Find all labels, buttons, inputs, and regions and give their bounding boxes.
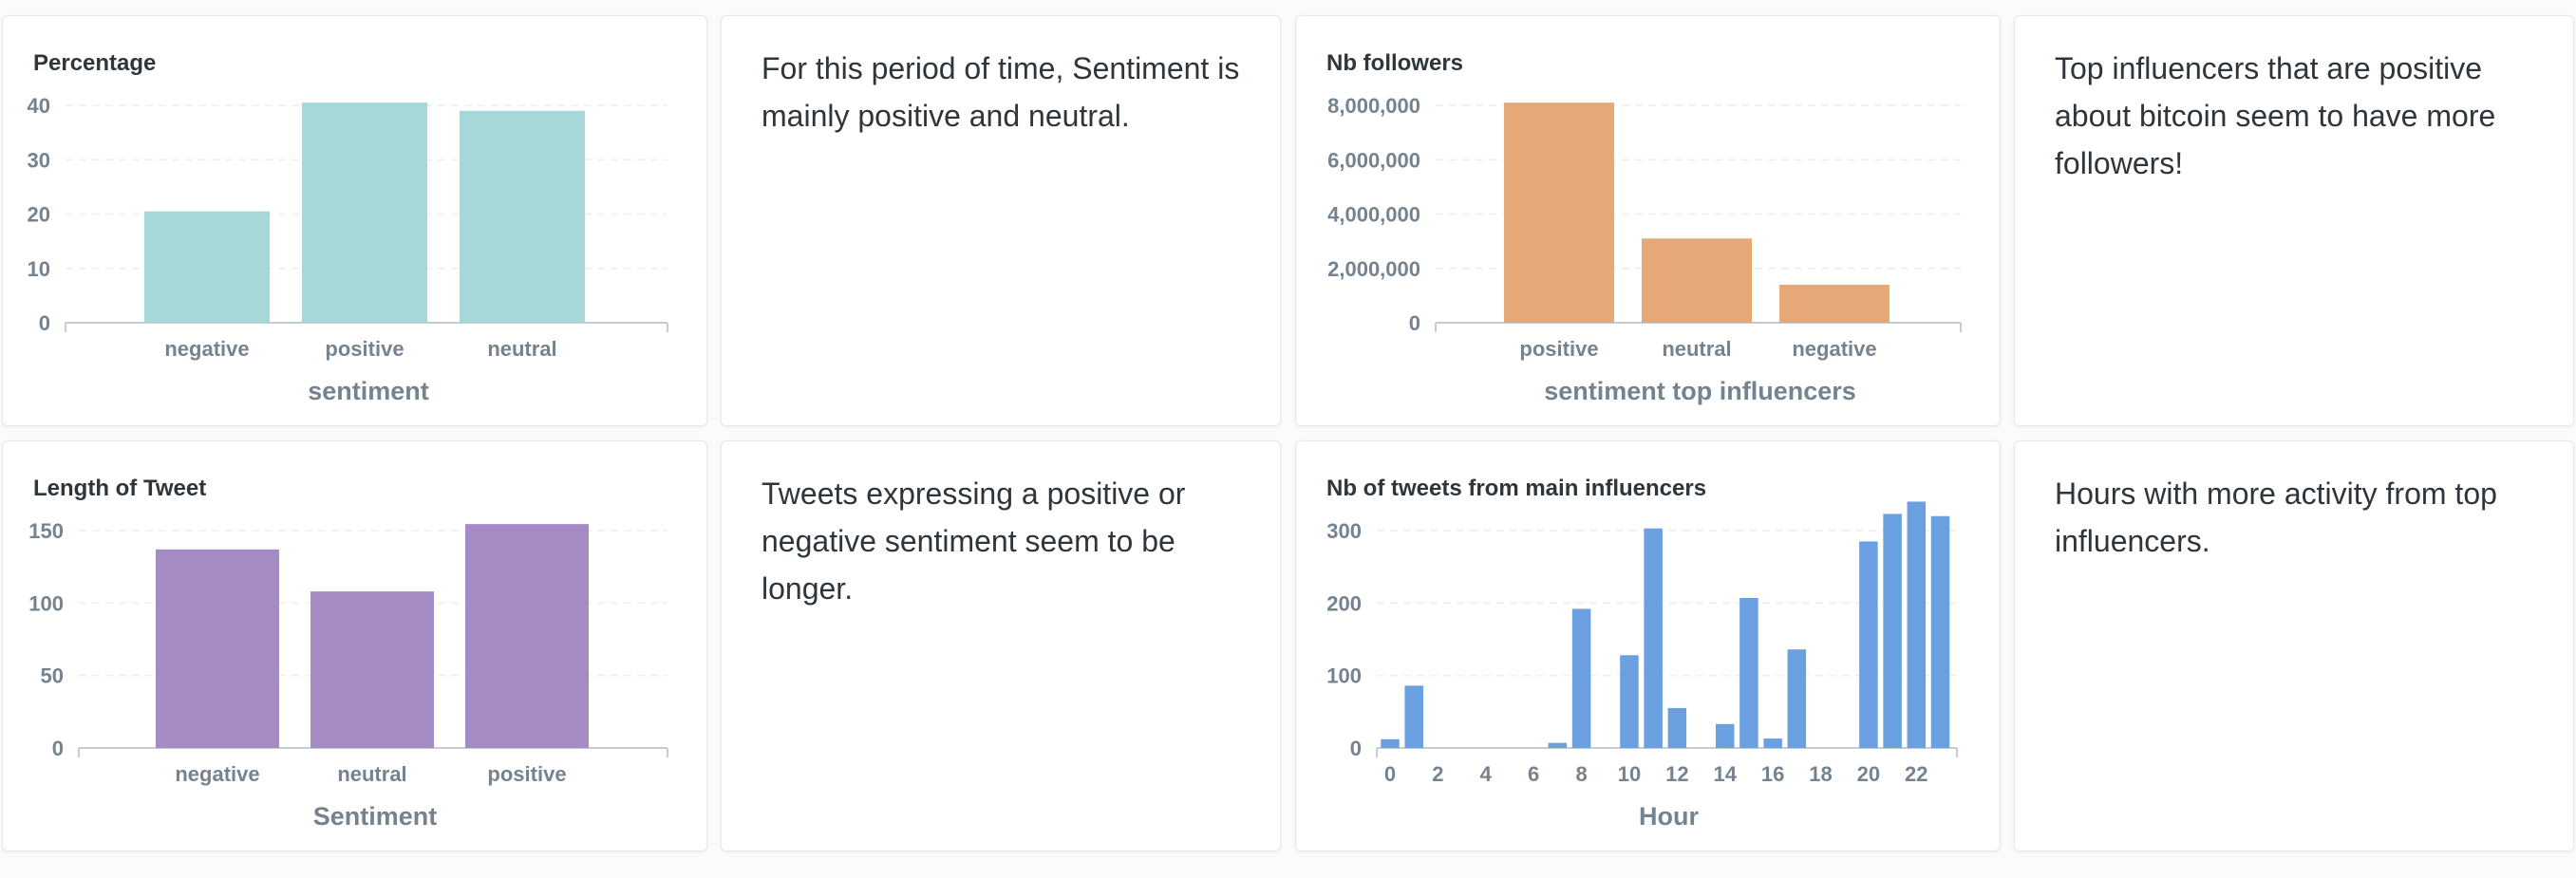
bar-hour-0 bbox=[1381, 738, 1400, 748]
chart-title[interactable]: Nb of tweets from main influencers bbox=[1326, 476, 1707, 501]
y-tick-label: 20 bbox=[28, 203, 50, 227]
hours-note-card: Hours with more activity from top influe… bbox=[2014, 440, 2574, 851]
length-note-card: Tweets expressing a positive or negative… bbox=[721, 440, 1281, 851]
x-tick-label: positive bbox=[325, 337, 404, 361]
bar-hour-14 bbox=[1715, 723, 1735, 748]
bar-neutral bbox=[460, 110, 585, 323]
x-tick-label: 2 bbox=[1432, 762, 1443, 786]
x-tick-label: 4 bbox=[1480, 762, 1493, 786]
x-tick-label: 0 bbox=[1384, 762, 1396, 786]
hours-note-text: Hours with more activity from top influe… bbox=[2055, 476, 2497, 558]
followers-chart-card: Nb followers 0 2,000,000 4,000,000 6,000,00… bbox=[1295, 15, 2001, 426]
bar-hour-1 bbox=[1404, 685, 1423, 748]
bar-hour-7 bbox=[1548, 742, 1568, 748]
influencers-note-text: Top influencers that are positive about … bbox=[2055, 51, 2496, 180]
y-tick-label: 150 bbox=[28, 519, 64, 543]
y-tick-label: 4,000,000 bbox=[1327, 203, 1420, 227]
percentage-chart-card: Percentage 0 10 20 30 40 sentiment negative pos… bbox=[2, 15, 707, 426]
x-tick-label: 14 bbox=[1713, 762, 1737, 786]
bar-hour-22 bbox=[1907, 501, 1927, 748]
x-tick-label: 20 bbox=[1857, 762, 1880, 786]
x-tick-label: neutral bbox=[337, 762, 406, 786]
length-chart: 0 50 100 150 Sentiment negative neutral positiv… bbox=[28, 519, 668, 831]
x-axis-title: Sentiment bbox=[313, 802, 438, 831]
x-tick-label: 16 bbox=[1761, 762, 1784, 786]
x-tick-label: neutral bbox=[1662, 337, 1731, 361]
chart-title[interactable]: Length of Tweet bbox=[33, 476, 207, 501]
y-tick-label: 200 bbox=[1326, 591, 1362, 615]
bar-negative bbox=[156, 549, 279, 748]
bar-hour-20 bbox=[1859, 541, 1878, 748]
x-axis-title: Hour bbox=[1639, 802, 1699, 831]
x-tick-label: 8 bbox=[1575, 762, 1587, 786]
x-tick-label: 10 bbox=[1618, 762, 1641, 786]
bar-hour-8 bbox=[1571, 608, 1591, 748]
bar-hour-16 bbox=[1763, 738, 1782, 748]
y-tick-label: 100 bbox=[28, 591, 64, 615]
y-tick-label: 0 bbox=[52, 737, 64, 760]
y-tick-label: 0 bbox=[1409, 311, 1420, 335]
hours-chart: 0 100 200 300 Hour 0 2 4 6 8 10 12 14 16 18 20 22 bbox=[1326, 501, 1958, 831]
y-tick-label: 2,000,000 bbox=[1327, 257, 1420, 281]
length-note-text: Tweets expressing a positive or negative… bbox=[762, 476, 1186, 606]
bar-negative bbox=[144, 211, 270, 323]
bar-hour-17 bbox=[1787, 649, 1807, 748]
y-tick-label: 40 bbox=[28, 94, 50, 118]
chart-title[interactable]: Percentage bbox=[33, 50, 157, 76]
bar-hour-11 bbox=[1644, 528, 1663, 748]
y-tick-label: 6,000,000 bbox=[1327, 148, 1420, 172]
x-tick-label: positive bbox=[487, 762, 566, 786]
percentage-chart: 0 10 20 30 40 sentiment negative positive neutra… bbox=[28, 94, 668, 405]
y-tick-label: 8,000,000 bbox=[1327, 94, 1420, 118]
hours-chart-card: Nb of tweets from main influencers 0 100 2… bbox=[1295, 440, 2001, 851]
sentiment-note-card: For this period of time, Sentiment is ma… bbox=[721, 15, 1281, 426]
length-chart-card: Length of Tweet 0 50 100 150 Sentiment negati… bbox=[2, 440, 707, 851]
x-axis-title: sentiment top influencers bbox=[1544, 377, 1856, 405]
bar-hour-21 bbox=[1883, 514, 1902, 748]
x-tick-label: 18 bbox=[1809, 762, 1832, 786]
bar-negative bbox=[1779, 284, 1890, 323]
x-tick-label: negative bbox=[164, 337, 249, 361]
bar-positive bbox=[465, 524, 589, 748]
x-tick-label: positive bbox=[1519, 337, 1598, 361]
influencers-note-card: Top influencers that are positive about … bbox=[2014, 15, 2574, 426]
followers-chart: 0 2,000,000 4,000,000 6,000,000 8,000,000 sen… bbox=[1327, 94, 1962, 405]
y-tick-label: 0 bbox=[39, 311, 50, 335]
sentiment-note-text: For this period of time, Sentiment is ma… bbox=[762, 51, 1240, 133]
x-tick-label: 12 bbox=[1665, 762, 1688, 786]
x-tick-label: neutral bbox=[487, 337, 556, 361]
y-tick-label: 300 bbox=[1326, 519, 1362, 543]
bar-neutral bbox=[310, 591, 434, 748]
bar-hour-10 bbox=[1620, 655, 1639, 748]
bar-hour-15 bbox=[1739, 597, 1758, 748]
y-tick-label: 50 bbox=[41, 664, 64, 688]
bar-hour-12 bbox=[1667, 708, 1687, 748]
x-tick-label: 22 bbox=[1905, 762, 1927, 786]
x-tick-label: negative bbox=[175, 762, 259, 786]
y-tick-label: 30 bbox=[28, 148, 50, 172]
bar-hour-23 bbox=[1930, 515, 1950, 748]
x-tick-label: negative bbox=[1792, 337, 1876, 361]
chart-title[interactable]: Nb followers bbox=[1326, 50, 1464, 76]
y-tick-label: 0 bbox=[1350, 737, 1362, 760]
bar-positive bbox=[1504, 103, 1614, 323]
y-tick-label: 100 bbox=[1326, 664, 1362, 688]
bar-neutral bbox=[1642, 238, 1752, 323]
y-tick-label: 10 bbox=[28, 257, 50, 281]
bar-positive bbox=[302, 103, 427, 323]
x-tick-label: 6 bbox=[1528, 762, 1539, 786]
x-axis-title: sentiment bbox=[308, 377, 429, 405]
